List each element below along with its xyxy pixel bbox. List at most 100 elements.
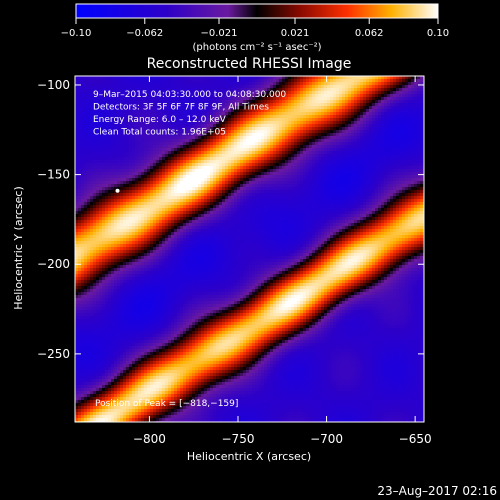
heatmap-cell <box>120 343 123 346</box>
heatmap-cell <box>144 397 147 400</box>
heatmap-cell <box>162 91 165 94</box>
heatmap-cell <box>159 91 162 94</box>
heatmap-cell <box>105 259 108 262</box>
heatmap-cell <box>159 262 162 265</box>
heatmap-cell <box>120 235 123 238</box>
heatmap-cell <box>78 280 81 283</box>
heatmap-cell <box>165 154 168 157</box>
heatmap-cell <box>141 112 144 115</box>
heatmap-cell <box>165 136 168 139</box>
heatmap-cell <box>75 310 78 313</box>
heatmap-cell <box>180 364 183 367</box>
heatmap-cell <box>90 232 93 235</box>
heatmap-cell <box>135 220 138 223</box>
heatmap-cell <box>192 166 195 169</box>
heatmap-cell <box>105 214 108 217</box>
heatmap-cell <box>93 340 96 343</box>
heatmap-cell <box>201 235 204 238</box>
heatmap-cell <box>99 313 102 316</box>
heatmap-cell <box>75 391 78 394</box>
heatmap-cell <box>123 385 126 388</box>
heatmap-cell <box>90 142 93 145</box>
heatmap-cell <box>192 187 195 190</box>
heatmap-cell <box>192 292 195 295</box>
heatmap-cell <box>180 265 183 268</box>
heatmap-cell <box>129 154 132 157</box>
heatmap-cell <box>138 274 141 277</box>
heatmap-cell <box>138 259 141 262</box>
heatmap-cell <box>78 103 81 106</box>
heatmap-cell <box>186 382 189 385</box>
heatmap-cell <box>75 319 78 322</box>
heatmap-cell <box>75 100 78 103</box>
heatmap-cell <box>177 76 180 79</box>
heatmap-cell <box>168 115 171 118</box>
heatmap-cell <box>189 169 192 172</box>
heatmap-cell <box>96 379 99 382</box>
heatmap-cell <box>120 286 123 289</box>
heatmap-cell <box>102 244 105 247</box>
heatmap-cell <box>117 361 120 364</box>
heatmap-cell <box>159 202 162 205</box>
heatmap-cell <box>135 271 138 274</box>
heatmap-cell <box>141 202 144 205</box>
heatmap-cell <box>90 208 93 211</box>
heatmap-cell <box>135 262 138 265</box>
heatmap-cell <box>117 274 120 277</box>
heatmap-cell <box>168 205 171 208</box>
heatmap-cell <box>150 265 153 268</box>
heatmap-cell <box>141 292 144 295</box>
heatmap-cell <box>135 364 138 367</box>
heatmap-cell <box>111 265 114 268</box>
heatmap-cell <box>135 310 138 313</box>
heatmap-cell <box>168 184 171 187</box>
heatmap-cell <box>171 175 174 178</box>
heatmap-cell <box>132 328 135 331</box>
heatmap-cell <box>192 346 195 349</box>
heatmap-cell <box>132 199 135 202</box>
heatmap-cell <box>132 361 135 364</box>
heatmap-cell <box>108 283 111 286</box>
heatmap-cell <box>162 244 165 247</box>
heatmap-cell <box>138 112 141 115</box>
heatmap-cell <box>123 361 126 364</box>
heatmap-cell <box>78 355 81 358</box>
heatmap-cell <box>99 328 102 331</box>
heatmap-cell <box>120 382 123 385</box>
heatmap-cell <box>147 325 150 328</box>
heatmap-cell <box>174 217 177 220</box>
heatmap-cell <box>171 85 174 88</box>
heatmap-cell <box>75 241 78 244</box>
heatmap-cell <box>189 358 192 361</box>
heatmap-cell <box>102 88 105 91</box>
heatmap-cell <box>99 385 102 388</box>
heatmap-cell <box>201 250 204 253</box>
heatmap-cell <box>108 208 111 211</box>
heatmap-cell <box>111 382 114 385</box>
heatmap-cell <box>114 352 117 355</box>
heatmap-cell <box>174 376 177 379</box>
heatmap-cell <box>201 85 204 88</box>
heatmap-cell <box>117 337 120 340</box>
heatmap-cell <box>78 415 81 418</box>
heatmap-cell <box>186 418 189 421</box>
heatmap-cell <box>159 364 162 367</box>
heatmap-cell <box>141 286 144 289</box>
heatmap-cell <box>201 310 204 313</box>
heatmap-cell <box>192 100 195 103</box>
heatmap-cell <box>174 154 177 157</box>
heatmap-cell <box>120 103 123 106</box>
heatmap-cell <box>105 79 108 82</box>
heatmap-cell <box>90 415 93 418</box>
heatmap-cell <box>177 163 180 166</box>
heatmap-cell <box>141 199 144 202</box>
heatmap-cell <box>141 367 144 370</box>
heatmap-cell <box>141 178 144 181</box>
heatmap-cell <box>198 247 201 250</box>
heatmap-cell <box>75 169 78 172</box>
heatmap-cell <box>90 316 93 319</box>
heatmap-cell <box>171 379 174 382</box>
heatmap-cell <box>129 391 132 394</box>
heatmap-cell <box>132 316 135 319</box>
heatmap-cell <box>201 229 204 232</box>
